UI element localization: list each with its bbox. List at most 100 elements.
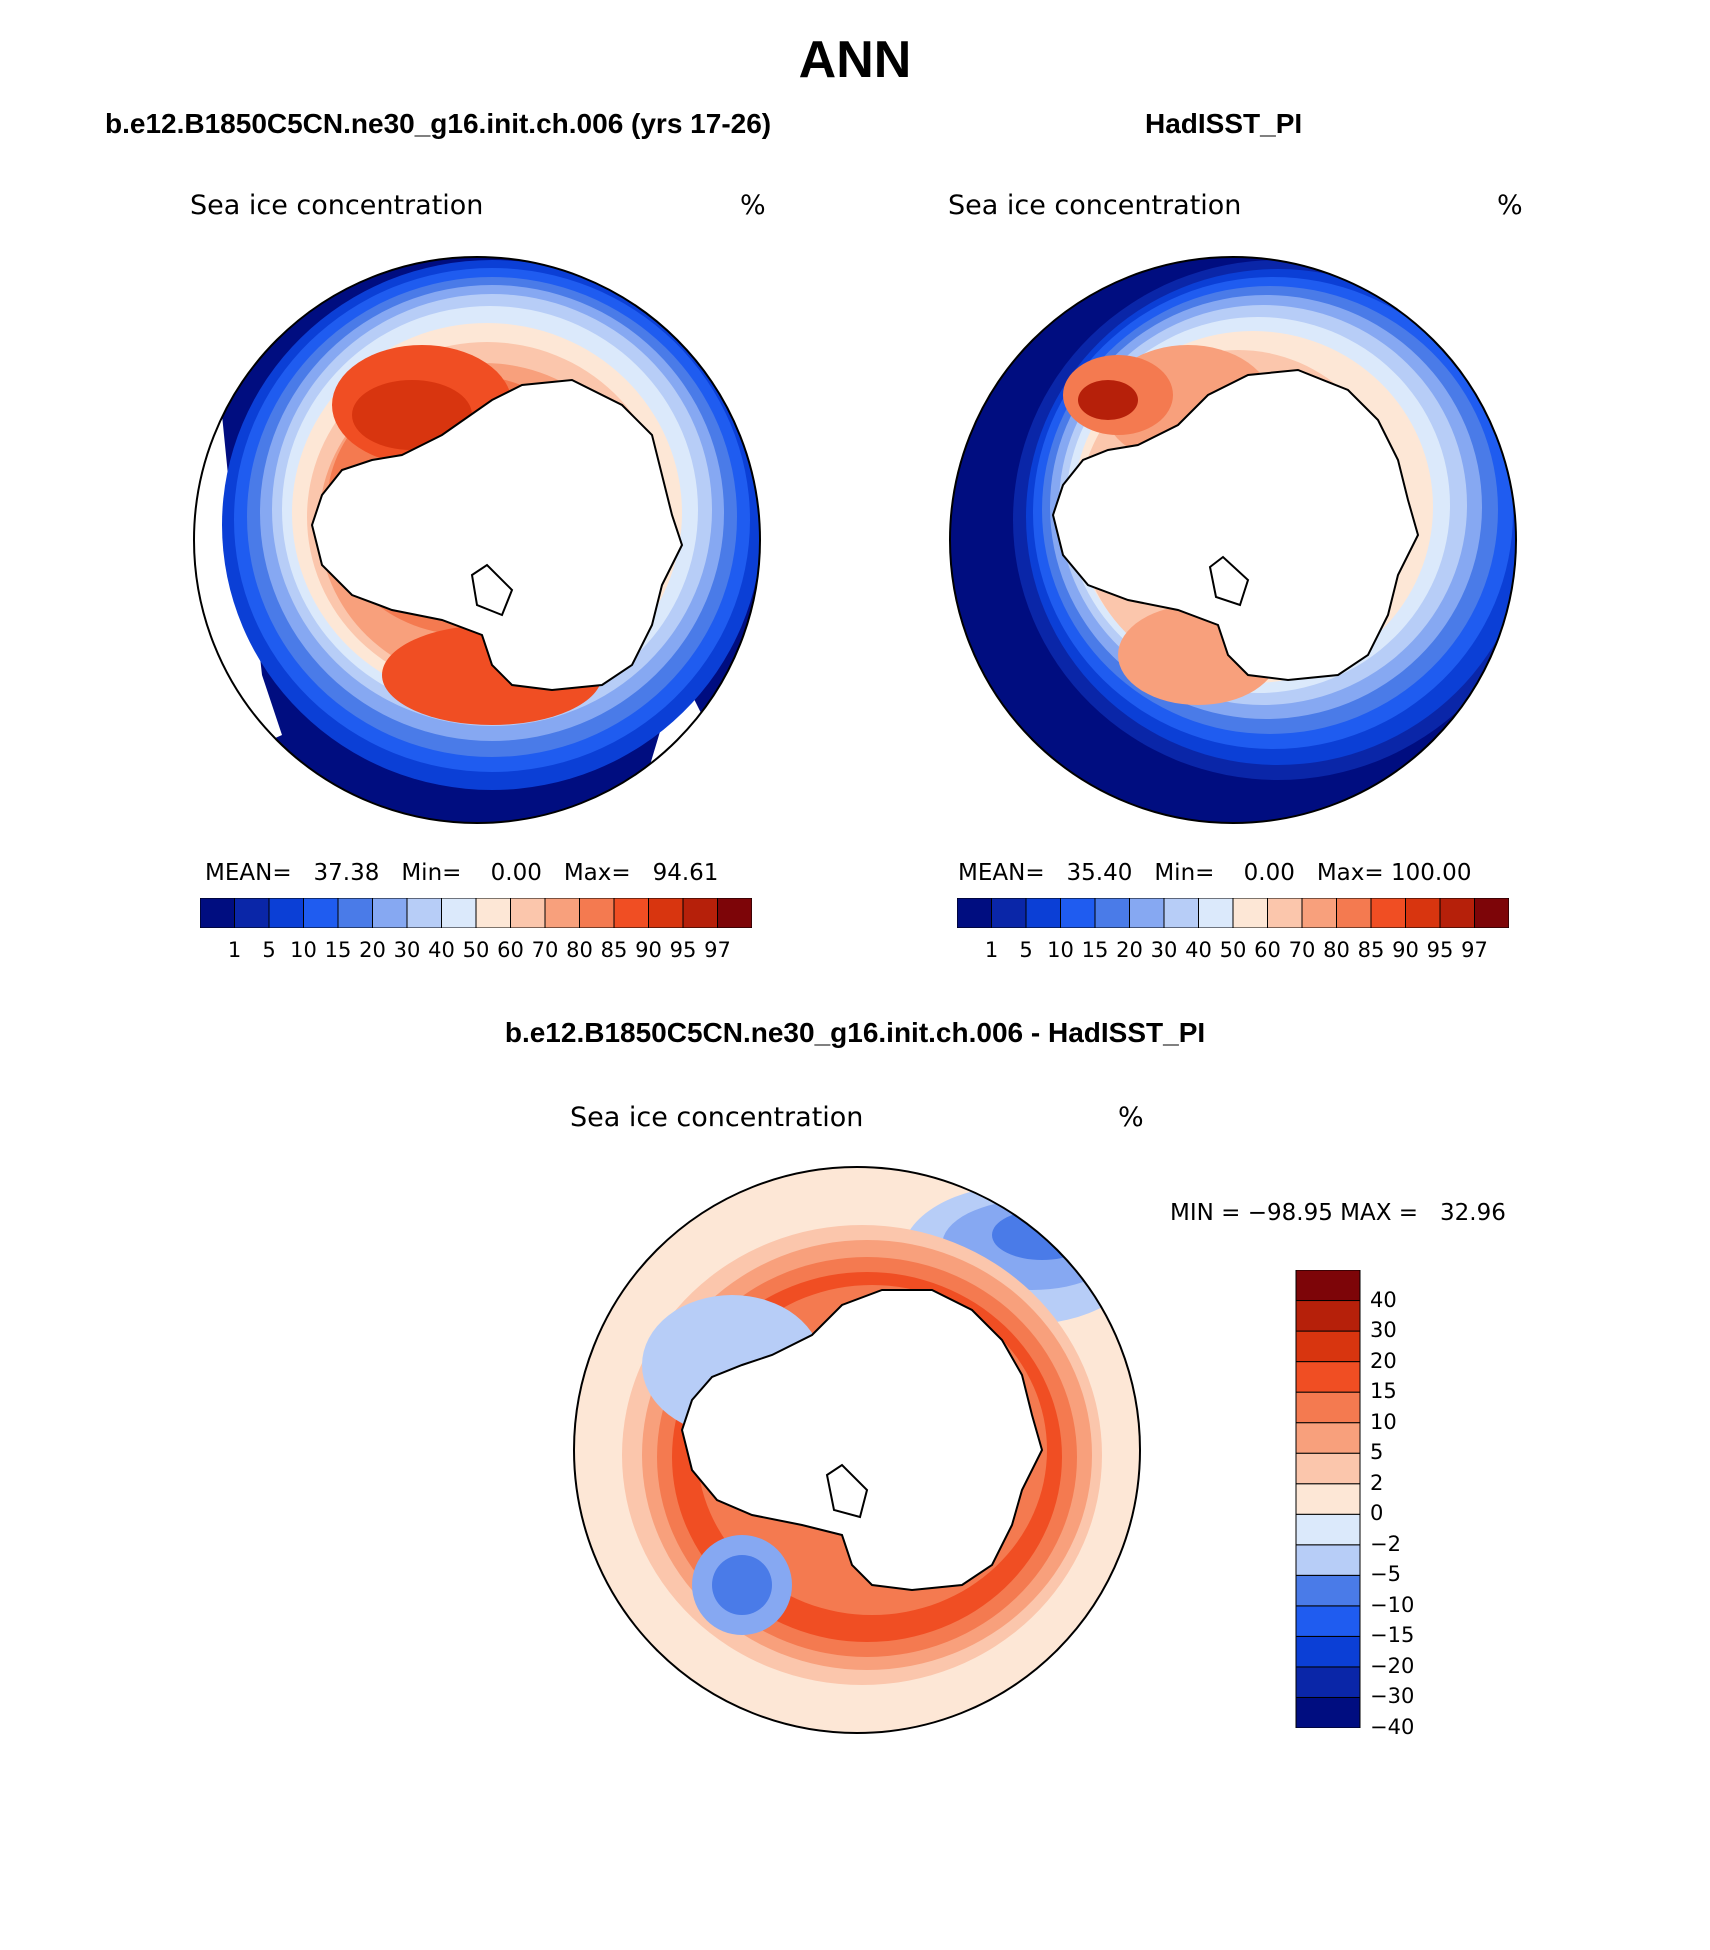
colorbar-ticks-obs: 1 5 10 15 20 30 40 50 60 70 80 85 90 95 97 [957,938,1509,966]
colorbar-tick-label: 15 [1370,1379,1397,1404]
mean-label-obs: MEAN= [958,860,1045,886]
stats-model: MEAN= 37.38 Min= 0.00 Max= 94.61 [205,860,718,886]
colorbar-diff [1295,1270,1361,1728]
colorbar-tick-label: −10 [1370,1592,1415,1617]
colorbar-swatch [268,898,304,928]
colorbar-tick-label: 0 [1370,1501,1384,1526]
colorbar-tick-label: 20 [1116,938,1143,962]
colorbar-swatch [441,898,477,928]
colorbar-swatch [1474,898,1509,928]
colorbar-tick-label: 40 [1370,1287,1397,1312]
colorbar-swatch [1295,1574,1361,1607]
colorbar-swatch [337,898,373,928]
colorbar-tick-label: 10 [290,938,317,962]
colorbar-swatch [303,898,339,928]
colorbar-swatch [1295,1635,1361,1668]
colorbar-swatch [1163,898,1199,928]
panel-title-diff: b.e12.B1850C5CN.ne30_g16.init.ch.006 - H… [504,1017,1206,1048]
colorbar-swatch [510,898,546,928]
colorbar-tick-label: −2 [1370,1531,1401,1556]
colorbar-tick-label: 80 [566,938,593,962]
colorbar-swatch [717,898,752,928]
units-label-model: % [740,190,766,221]
colorbar-tick-label: 40 [428,938,455,962]
colorbar-swatch [1094,898,1130,928]
colorbar-swatch [1295,1544,1361,1576]
units-label-obs: % [1497,190,1523,221]
colorbar-tick-label: 1 [984,938,999,962]
colorbar-swatch [1198,898,1234,928]
polar-map-obs [949,256,1517,824]
colorbar-tick-label: 60 [1254,938,1281,962]
colorbar-swatch [1405,898,1441,928]
min-label-obs: Min= [1154,860,1215,886]
colorbar-tick-label: 30 [1370,1318,1397,1343]
colorbar-swatch [1267,898,1303,928]
mean-label-model: MEAN= [205,860,292,886]
colorbar-tick-label: 1 [227,938,242,962]
colorbar-tick-label: 40 [1185,938,1212,962]
max-label-model: Max= [563,860,631,886]
panel-title-obs: HadISST_PI [1145,108,1303,139]
colorbar-tick-label: 2 [1370,1470,1384,1495]
polar-map-diff [573,1166,1141,1734]
colorbar-swatch [1295,1361,1361,1393]
min-value-model: 0.00 [490,860,542,886]
colorbar-swatch [1295,1330,1361,1363]
colorbar-tick-label: 95 [669,938,697,962]
colorbar-tick-label: 5 [1019,938,1033,962]
colorbar-tick-label: 70 [1288,938,1316,962]
colorbar-tick-label: −15 [1370,1623,1415,1648]
max-label-obs: Max= [1316,860,1384,886]
max-value-obs: 100.00 [1390,860,1472,886]
colorbar-swatch [991,898,1027,928]
panel-title-model: b.e12.B1850C5CN.ne30_g16.init.ch.006 (yr… [105,108,772,139]
colorbar-swatch [544,898,580,928]
colorbar-tick-label: 30 [393,938,421,962]
colorbar-swatch [613,898,649,928]
colorbar-tick-label: −30 [1370,1684,1415,1709]
colorbar-swatch [1025,898,1061,928]
colorbar-swatch [1295,1422,1361,1454]
colorbar-swatch [1295,1483,1361,1515]
variable-label-model: Sea ice concentration [190,190,484,221]
variable-label-obs: Sea ice concentration [948,190,1242,221]
colorbar-swatch [234,898,270,928]
colorbar-tick-label: 70 [531,938,559,962]
min-value-obs: 0.00 [1243,860,1295,886]
units-label-diff: % [1118,1102,1144,1133]
colorbar-swatch [1295,1605,1361,1637]
colorbar-swatch [1295,1452,1361,1485]
colorbar-swatch [1295,1696,1361,1728]
colorbar-ticks-diff: 40 30 20 15 10 5 2 0 −2 −5 −10 −15 −20 −30 −40 [1370,1270,1490,1739]
mean-value-model: 37.38 [313,860,380,886]
colorbar-tick-label: 20 [359,938,386,962]
colorbar-tick-label: 50 [462,938,490,962]
colorbar-swatch [1295,1300,1361,1332]
colorbar-tick-label: −20 [1370,1653,1415,1678]
colorbar-swatch [1439,898,1475,928]
colorbar-swatch [1336,898,1372,928]
colorbar-tick-label: 90 [635,938,662,962]
colorbar-swatch [957,898,992,928]
colorbar-swatch [1060,898,1096,928]
colorbar-tick-label: 5 [1370,1440,1384,1465]
colorbar-swatch [1295,1513,1361,1546]
colorbar-tick-label: 95 [1426,938,1454,962]
colorbar-tick-label: 90 [1392,938,1419,962]
colorbar-tick-label: 15 [324,938,352,962]
colorbar-model [200,898,752,928]
colorbar-tick-label: 30 [1150,938,1178,962]
colorbar-swatch [200,898,235,928]
colorbar-swatch [475,898,511,928]
polar-map-model [193,256,761,824]
colorbar-swatch [682,898,718,928]
colorbar-tick-label: −5 [1370,1562,1401,1587]
colorbar-obs [957,898,1509,928]
colorbar-swatch [1232,898,1268,928]
figure-title: ANN [798,31,912,89]
colorbar-tick-label: 97 [704,938,731,962]
colorbar-tick-label: 20 [1370,1348,1397,1373]
minmax-diff: MIN = −98.95 MAX = 32.96 [1170,1200,1506,1226]
colorbar-swatch [1370,898,1406,928]
